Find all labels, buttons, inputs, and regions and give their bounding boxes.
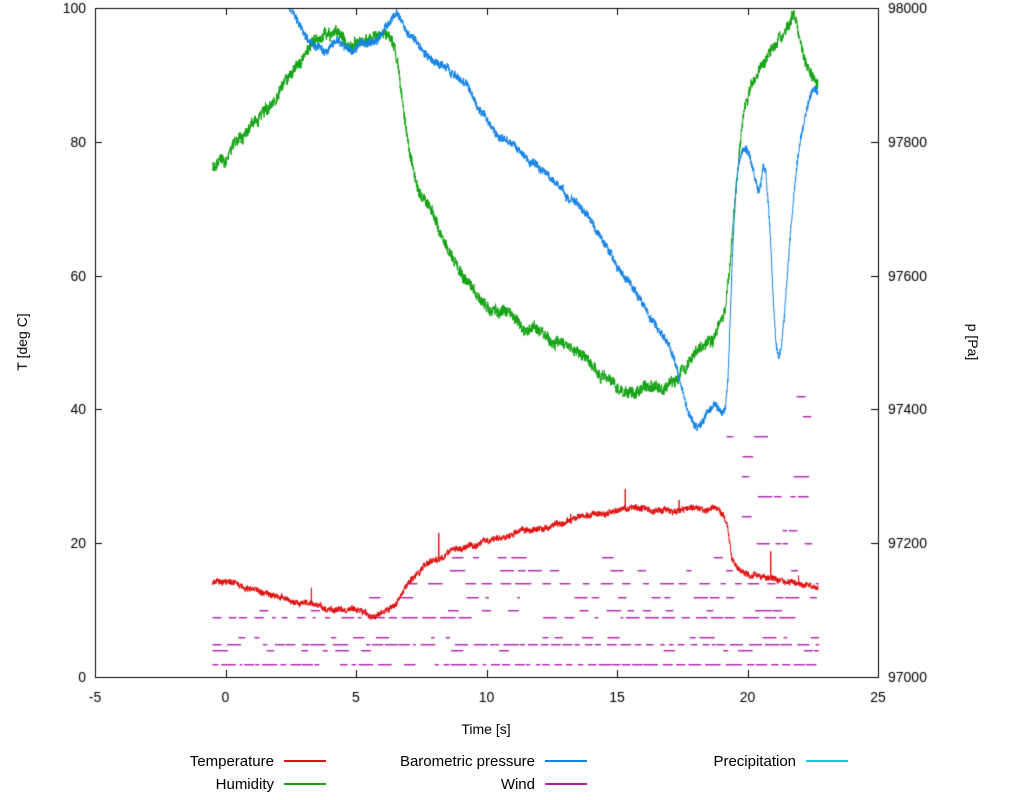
legend-line-precipitation xyxy=(806,760,848,762)
legend-entry-humidity: Humidity xyxy=(95,774,356,794)
legend-entry-precipitation: Precipitation xyxy=(617,751,878,771)
legend-entry-temperature: Temperature xyxy=(95,751,356,771)
legend-spacer xyxy=(617,774,878,794)
legend-label-barometric-pressure: Barometric pressure xyxy=(399,752,535,770)
y-axis-label-right: p [Pa] xyxy=(965,323,981,361)
legend-label-wind: Wind xyxy=(500,775,535,793)
x-axis-label: Time [s] xyxy=(461,721,511,737)
chart-legend: Temperature Barometric pressure Precipit… xyxy=(95,751,878,794)
legend-line-humidity xyxy=(284,783,326,785)
legend-label-temperature: Temperature xyxy=(189,752,274,770)
legend-label-precipitation: Precipitation xyxy=(713,752,796,770)
y-axis-label-left: T [deg C] xyxy=(14,313,30,371)
legend-label-humidity: Humidity xyxy=(215,775,274,793)
legend-entry-barometric-pressure: Barometric pressure xyxy=(356,751,617,771)
legend-entry-wind: Wind xyxy=(356,774,617,794)
legend-line-temperature xyxy=(284,760,326,762)
legend-line-wind xyxy=(545,783,587,785)
legend-line-barometric-pressure xyxy=(545,760,587,762)
